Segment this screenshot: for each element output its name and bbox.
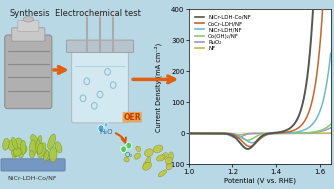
Ellipse shape [13,147,19,159]
Ellipse shape [157,155,165,161]
Ellipse shape [23,17,33,22]
Ellipse shape [145,149,153,156]
Ellipse shape [38,143,46,158]
Ellipse shape [98,125,104,132]
Ellipse shape [158,170,167,177]
Ellipse shape [143,162,149,169]
Ellipse shape [3,138,9,150]
Ellipse shape [166,163,172,170]
Ellipse shape [136,146,141,152]
FancyBboxPatch shape [5,35,52,109]
Ellipse shape [12,137,18,149]
Ellipse shape [134,153,141,159]
Ellipse shape [8,140,16,151]
Ellipse shape [126,142,132,149]
Ellipse shape [143,162,152,170]
Ellipse shape [55,142,62,153]
Ellipse shape [168,152,173,161]
Ellipse shape [124,157,129,162]
Ellipse shape [42,148,49,160]
Ellipse shape [145,157,151,166]
FancyBboxPatch shape [72,47,128,123]
Text: NiCr-LDH-Co/NF: NiCr-LDH-Co/NF [7,176,57,181]
Ellipse shape [153,145,163,153]
Ellipse shape [49,147,57,162]
Ellipse shape [21,146,27,153]
Ellipse shape [11,149,19,156]
Ellipse shape [104,122,108,127]
Text: O₂: O₂ [124,152,133,158]
Ellipse shape [37,143,43,154]
Ellipse shape [48,134,55,149]
Ellipse shape [18,148,24,158]
X-axis label: Potential (V vs. RHE): Potential (V vs. RHE) [224,177,296,184]
FancyBboxPatch shape [1,159,65,171]
Ellipse shape [44,151,49,161]
Ellipse shape [29,140,36,156]
FancyBboxPatch shape [18,21,39,31]
Ellipse shape [121,146,127,153]
Ellipse shape [20,140,26,154]
Legend: NiCr-LDH-Co/NF, CoCr-LDH/NF, NiCr-LDH/NF, Co(OH)₂/NF, RuO₂, NF: NiCr-LDH-Co/NF, CoCr-LDH/NF, NiCr-LDH/NF… [194,14,252,52]
Text: OER: OER [123,113,141,122]
Ellipse shape [31,134,39,148]
Ellipse shape [165,157,172,164]
Ellipse shape [29,150,34,158]
Text: Synthesis: Synthesis [10,9,50,19]
FancyBboxPatch shape [66,40,134,53]
Ellipse shape [13,148,21,156]
Y-axis label: Current Density (mA cm⁻²): Current Density (mA cm⁻²) [155,42,162,132]
Ellipse shape [36,140,40,154]
Ellipse shape [160,153,167,160]
FancyBboxPatch shape [12,28,45,41]
Ellipse shape [36,136,42,150]
Text: Electrochemical test: Electrochemical test [55,9,141,19]
Ellipse shape [15,138,23,150]
Text: H₂O: H₂O [99,129,113,135]
